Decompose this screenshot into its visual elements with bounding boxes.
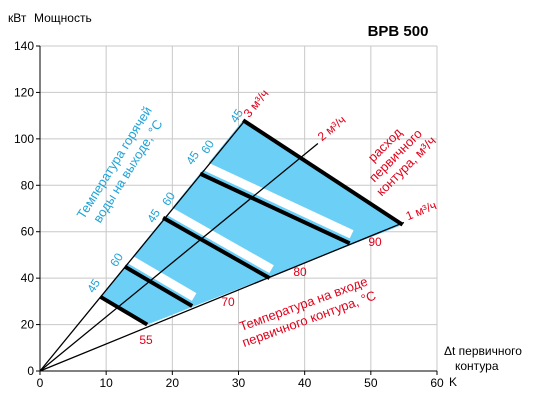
- operating-area: [100, 120, 403, 325]
- x-tick-label: 50: [364, 376, 378, 390]
- inlet-temp: 70: [221, 295, 235, 309]
- y-tick-label: 140: [14, 39, 34, 53]
- stripe: [162, 204, 274, 274]
- inlet-temp: 55: [139, 333, 153, 347]
- x-unit: K: [449, 375, 457, 389]
- outlet-temp: 45: [84, 276, 103, 295]
- x-tick-label: 30: [232, 376, 246, 390]
- y-label: Мощность: [34, 11, 92, 25]
- y-tick-label: 80: [21, 178, 35, 192]
- x-tick-label: 0: [37, 376, 44, 390]
- chart-title: BPB 500: [368, 23, 429, 40]
- y-tick-label: 120: [14, 85, 34, 99]
- flow-line: [39, 119, 246, 372]
- isoline: [99, 294, 149, 327]
- outlet-temp: 45: [183, 148, 202, 167]
- y-tick-label: 100: [14, 132, 34, 146]
- inlet-temp: 80: [293, 265, 307, 279]
- x-label: Δt первичного: [444, 344, 522, 358]
- flow-line: [39, 221, 405, 372]
- isoline: [162, 216, 271, 280]
- y-tick-label: 0: [27, 364, 34, 378]
- isoline: [199, 171, 351, 246]
- inlet-temp: 90: [368, 235, 382, 249]
- y-tick-label: 60: [21, 225, 35, 239]
- outlet-temp: 45: [144, 206, 163, 225]
- x-label: контура: [455, 359, 499, 373]
- isoline: [123, 264, 194, 308]
- outlet-temp: 60: [198, 137, 217, 156]
- y-tick-label: 20: [21, 318, 35, 332]
- x-tick-label: 40: [298, 376, 312, 390]
- y-tick-label: 40: [21, 271, 35, 285]
- stripe: [124, 253, 197, 301]
- x-tick-label: 60: [430, 376, 444, 390]
- y-unit: кВт: [8, 11, 27, 25]
- x-tick-label: 20: [166, 376, 180, 390]
- flow-label: 1 м³/ч: [404, 198, 439, 223]
- flow-line: [39, 142, 319, 372]
- x-tick-label: 10: [99, 376, 113, 390]
- stripe: [200, 160, 354, 239]
- outlet-temp: 60: [107, 250, 126, 269]
- isoline: [242, 118, 404, 227]
